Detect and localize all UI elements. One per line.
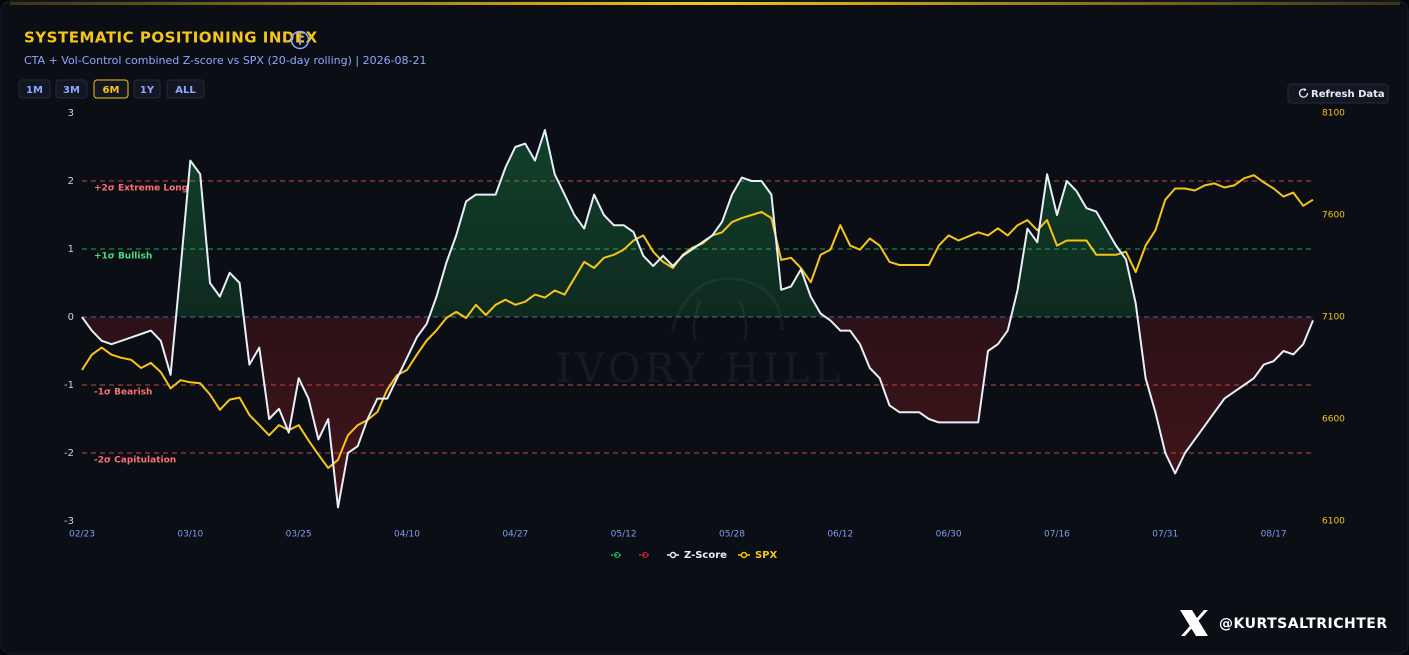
- range-button[interactable]: [55, 79, 88, 99]
- reference-label: +1σ Bullish: [94, 252, 152, 262]
- x-tick-label: 04/27: [502, 530, 528, 540]
- x-tick-label: 08/17: [1261, 530, 1287, 540]
- range-button[interactable]: [133, 79, 161, 99]
- x-tick-label: 07/16: [1044, 530, 1070, 540]
- range-label[interactable]: 1M: [26, 85, 43, 96]
- range-button[interactable]: [93, 79, 129, 99]
- x-tick-label: 05/12: [611, 530, 637, 540]
- legend-fill-above: [611, 552, 623, 558]
- chart: -3 -2 -1 0 1 2 3 6100 6600 7100 7600 8100 02/23 03/10…: [64, 108, 1345, 561]
- range-button[interactable]: [166, 79, 205, 99]
- top-accent: [10, 2, 1400, 5]
- range-label[interactable]: 3M: [63, 85, 80, 96]
- reference-label: +2σ Extreme Long: [94, 184, 188, 194]
- y2-tick-label: 8100: [1322, 109, 1345, 119]
- x-logo: [1180, 610, 1208, 636]
- info-icon[interactable]: [290, 30, 310, 50]
- series-line: [81, 129, 1314, 509]
- legend-marker: [740, 551, 748, 559]
- refresh-button[interactable]: Refresh Data: [1287, 83, 1389, 104]
- y2-tick-label: 7600: [1322, 211, 1345, 221]
- y-tick-label: -1: [64, 380, 74, 391]
- y2-tick-label: 6600: [1322, 415, 1345, 425]
- legend-label: Z-Score: [684, 550, 727, 561]
- y-tick-label: 2: [68, 176, 74, 187]
- x-tick-label: 07/31: [1152, 530, 1178, 540]
- y-tick-label: 3: [68, 108, 74, 119]
- y-tick-label: 0: [68, 312, 74, 323]
- legend-fill-below: [639, 552, 651, 558]
- legend-marker: [669, 551, 677, 559]
- y2-tick-label: 6100: [1322, 517, 1345, 527]
- area-below: [82, 317, 1313, 508]
- refresh-label[interactable]: Refresh Data: [1311, 89, 1385, 100]
- range-button[interactable]: [18, 79, 51, 99]
- watermark: IVORY HILL: [556, 346, 845, 392]
- x-tick-label: 06/30: [936, 530, 962, 540]
- x-tick-label: 02/23: [69, 530, 95, 540]
- range-label[interactable]: 6M: [103, 85, 120, 96]
- x-tick-label: 04/10: [394, 530, 420, 540]
- legend-label: SPX: [755, 550, 778, 561]
- y-tick-label: -3: [64, 516, 74, 527]
- x-tick-label: 06/12: [827, 530, 853, 540]
- x-tick-label: 03/25: [286, 530, 312, 540]
- handle: @KURTSALTRICHTER: [1219, 616, 1388, 632]
- reference-label: -1σ Bearish: [94, 388, 152, 398]
- x-tick-label: 03/10: [177, 530, 203, 540]
- y2-tick-label: 7100: [1322, 313, 1345, 323]
- range-label[interactable]: ALL: [175, 85, 196, 96]
- reference-label: -2σ Capitulation: [94, 456, 176, 466]
- subtitle: CTA + Vol-Control combined Z-score vs SP…: [24, 54, 427, 67]
- x-tick-label: 05/28: [719, 530, 745, 540]
- y-tick-label: 1: [68, 244, 74, 255]
- area-above: [82, 130, 1313, 317]
- title: SYSTEMATIC POSITIONING INDEX: [24, 29, 318, 47]
- y-tick-label: -2: [64, 448, 74, 459]
- range-label[interactable]: 1Y: [140, 85, 155, 96]
